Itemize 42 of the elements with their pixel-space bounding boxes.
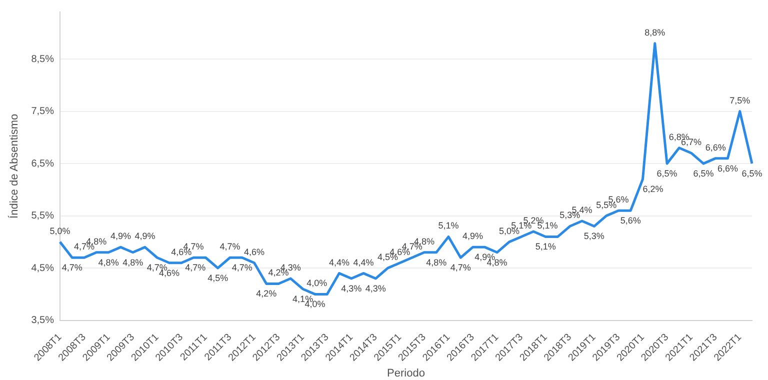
data-label: 6,6% bbox=[705, 142, 726, 152]
data-label: 4,2% bbox=[256, 288, 277, 299]
y-tick-label: 4,5% bbox=[31, 262, 54, 274]
y-tick-label: 8,5% bbox=[31, 54, 54, 65]
data-label: 4,7% bbox=[62, 262, 82, 273]
data-label: 4,5% bbox=[208, 273, 228, 284]
y-tick-label: 7,5% bbox=[31, 106, 54, 118]
data-label: 4,9% bbox=[462, 231, 484, 242]
data-label: 4,7% bbox=[185, 262, 206, 273]
data-label: 5,6% bbox=[608, 194, 629, 205]
data-label: 4,6% bbox=[244, 246, 264, 257]
data-label: 4,7% bbox=[232, 262, 252, 273]
data-label: 4,7% bbox=[220, 242, 240, 252]
data-label: 4,9% bbox=[134, 231, 156, 242]
data-label: 4,4% bbox=[328, 257, 350, 268]
data-label: 4,0% bbox=[306, 278, 328, 288]
data-label: 4,9% bbox=[110, 231, 131, 242]
data-label: 4,3% bbox=[341, 284, 362, 294]
y-tick-label: 6,5% bbox=[31, 158, 54, 170]
x-axis-title: Periodo bbox=[387, 367, 425, 380]
y-tick-label: 5,5% bbox=[31, 210, 54, 222]
data-label: 4,7% bbox=[183, 242, 204, 252]
data-label: 6,6% bbox=[717, 163, 738, 174]
y-tick-label: 3,5% bbox=[31, 315, 54, 326]
data-label: 4,3% bbox=[365, 284, 386, 294]
data-label: 7,5% bbox=[730, 95, 750, 106]
data-label: 5,1% bbox=[438, 220, 459, 231]
data-label: 6,5% bbox=[693, 168, 714, 179]
data-label: 4,4% bbox=[353, 257, 374, 268]
data-label: 4,8% bbox=[122, 257, 144, 268]
data-label: 6,2% bbox=[642, 184, 664, 194]
data-label: 5,6% bbox=[620, 216, 641, 226]
y-axis-title: Índice de Absentismo bbox=[8, 114, 21, 218]
data-label: 4,8% bbox=[98, 257, 119, 268]
data-label: 6,5% bbox=[656, 168, 678, 179]
data-label: 4,8% bbox=[426, 257, 447, 268]
data-label: 4,7% bbox=[450, 262, 471, 273]
data-label: 5,3% bbox=[584, 231, 604, 242]
data-label: 6,5% bbox=[742, 168, 762, 179]
data-label: 5,0% bbox=[50, 226, 70, 236]
data-label: 8,8% bbox=[644, 27, 666, 38]
data-label: 5,1% bbox=[535, 242, 556, 252]
